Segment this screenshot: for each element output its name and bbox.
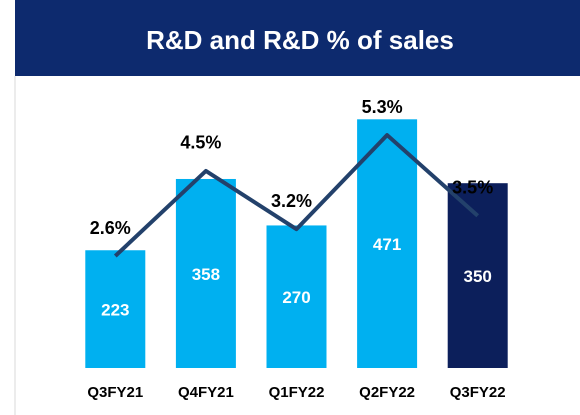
x-tick-label: Q2FY22 (359, 384, 415, 401)
x-tick-label: Q3FY21 (87, 384, 143, 401)
bar-value-label: 223 (101, 301, 129, 320)
title-banner (15, 0, 580, 76)
bar-value-label: 471 (373, 235, 401, 254)
x-tick-label: Q1FY22 (269, 384, 325, 401)
bar-value-label: 270 (282, 288, 310, 307)
bar (85, 250, 146, 368)
line-value-label: 5.3% (362, 97, 403, 117)
bar (357, 119, 418, 368)
chart-title: R&D and R&D % of sales (146, 25, 454, 55)
line-value-label: 2.6% (90, 218, 131, 238)
bar (175, 178, 236, 368)
x-tick-label: Q3FY22 (450, 384, 506, 401)
line-value-label: 3.5% (452, 177, 493, 197)
bar-value-label: 350 (464, 267, 492, 286)
line (113, 133, 480, 258)
line-value-label: 3.2% (271, 191, 312, 211)
bar-value-label: 358 (192, 265, 220, 284)
line-value-label: 4.5% (180, 133, 221, 153)
bar (266, 225, 327, 368)
x-tick-label: Q4FY21 (178, 384, 234, 401)
